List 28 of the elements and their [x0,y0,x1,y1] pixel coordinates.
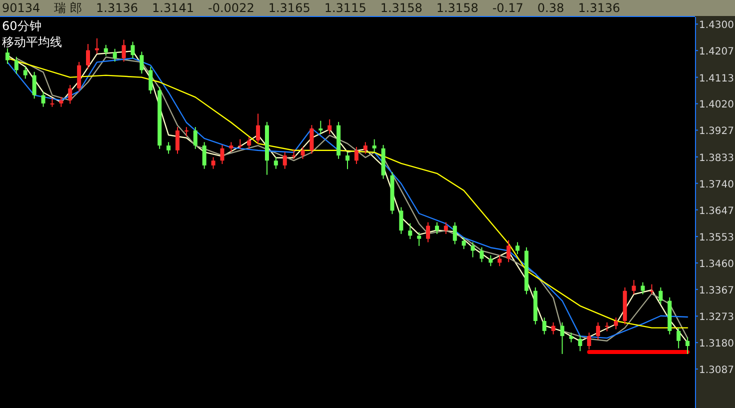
y-tick-label: 1.3553 [699,232,734,244]
y-tick-label: 1.3833 [699,152,734,164]
annotation: 90134 [2,1,40,15]
annotation: -0.0022 [208,1,254,15]
y-tick-label: 1.4300 [699,20,734,32]
annotation: 1.3158 [380,1,422,15]
y-tick-label: 1.4207 [699,46,734,58]
annotation: -0.17 [492,1,524,15]
y-tick-label: 1.3180 [699,338,734,350]
annotation: 1.3141 [152,1,194,15]
annotation: 0.38 [537,1,564,15]
text: 移动平均线 [2,35,62,49]
annotation: 1.3115 [324,1,366,15]
y-tick-label: 1.3087 [699,365,734,376]
y-tick-label: 1.3460 [699,258,734,270]
annotation: 1.3136 [96,1,138,15]
y-tick-label: 1.3927 [699,126,734,138]
y-tick-label: 1.3273 [699,312,734,324]
y-tick-label: 1.3740 [699,179,734,190]
annotation: 瑞 郎 [54,1,82,15]
y-tick-label: 1.4020 [699,100,734,111]
y-tick-label: 1.3367 [699,285,734,296]
annotation: 1.3165 [268,1,310,15]
y-tick-label: 1.3647 [699,206,734,217]
y-tick-label: 1.4113 [699,73,734,84]
annotation: 1.3136 [578,1,620,15]
chart-title: 60分钟 [2,19,42,33]
annotation: 1.3158 [436,1,478,15]
